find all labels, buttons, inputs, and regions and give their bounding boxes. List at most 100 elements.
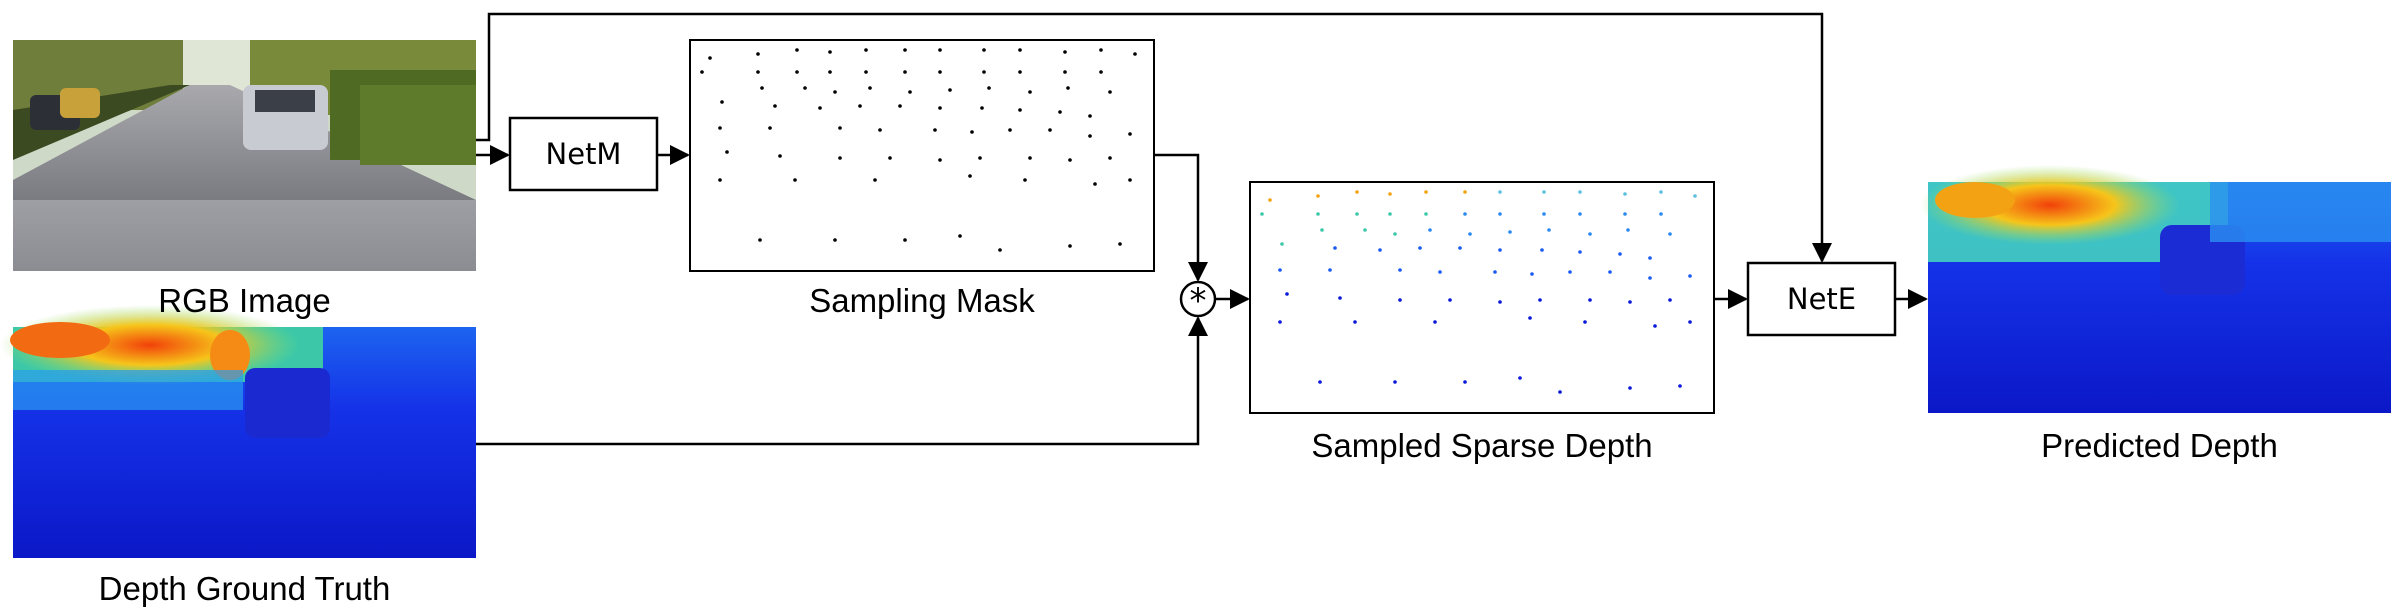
sparse-depth-dot [1659, 190, 1663, 194]
mask-dot [873, 178, 877, 182]
mask-dot [968, 174, 972, 178]
mask-dot [1128, 132, 1132, 136]
sparse-depth-dot [1498, 190, 1502, 194]
nete-box [1746, 261, 1897, 337]
mask-dot [1118, 242, 1122, 246]
mask-dot [908, 90, 912, 94]
mask-dot [1048, 128, 1052, 132]
depth-ground-truth-image [0, 305, 476, 558]
mask-dot [1088, 114, 1092, 118]
mask-dot [1008, 128, 1012, 132]
predicted-depth-image [1920, 165, 2391, 413]
mask-dot [838, 156, 842, 160]
mask-dot [1128, 178, 1132, 182]
sparse-depth-dot [1463, 380, 1467, 384]
sampled-sparse-depth-caption: Sampled Sparse Depth [1311, 427, 1653, 464]
sparse-depth-dots [1260, 190, 1697, 394]
sparse-depth-dot [1568, 270, 1572, 274]
sparse-depth-dot [1538, 298, 1542, 302]
sparse-depth-dot [1588, 232, 1592, 236]
sparse-depth-dot [1528, 316, 1532, 320]
mask-dot [708, 56, 712, 60]
sparse-depth-dot [1578, 190, 1582, 194]
mask-dot [980, 106, 984, 110]
mask-dot [982, 48, 986, 52]
sparse-depth-dot [1578, 212, 1582, 216]
sparse-depth-dot [1418, 246, 1422, 250]
sparse-depth-dot [1583, 320, 1587, 324]
mask-dot [828, 70, 832, 74]
mask-dot [756, 70, 760, 74]
mask-dot [773, 104, 777, 108]
sampling-mask-dots [700, 48, 1137, 252]
sparse-depth-dot [1688, 320, 1692, 324]
mask-dot [1028, 156, 1032, 160]
netm-label: NetM [546, 137, 622, 171]
sparse-depth-dot [1648, 276, 1652, 280]
sparse-depth-dot [1438, 270, 1442, 274]
sparse-depth-dot [1530, 272, 1534, 276]
connectors [476, 12, 1928, 446]
sparse-depth-dot [1378, 248, 1382, 252]
sparse-depth-dot [1338, 296, 1342, 300]
mask-dot [1018, 48, 1022, 52]
sparse-depth-dot [1328, 268, 1332, 272]
sparse-depth-dot [1518, 376, 1522, 380]
sparse-depth-dot [1355, 212, 1359, 216]
sparse-depth-dot [1558, 390, 1562, 394]
mask-dot [795, 48, 799, 52]
sparse-depth-dot [1463, 190, 1467, 194]
mask-dot [903, 238, 907, 242]
sparse-depth-dot [1424, 190, 1428, 194]
mask-dot [998, 248, 1002, 252]
sparse-depth-dot [1498, 212, 1502, 216]
predicted-depth-caption: Predicted Depth [2041, 427, 2278, 464]
sparse-depth-dot [1468, 232, 1472, 236]
sparse-depth-dot [1355, 190, 1359, 194]
sparse-depth-dot [1540, 248, 1544, 252]
mask-dot [718, 126, 722, 130]
rgb-image-caption: RGB Image [158, 282, 331, 319]
nete-label: NetE [1787, 282, 1856, 316]
sparse-depth-dot [1278, 320, 1282, 324]
sparse-depth-dot [1285, 292, 1289, 296]
sparse-depth-dot [1463, 212, 1467, 216]
mask-dot [778, 154, 782, 158]
mask-dot [756, 52, 760, 56]
mask-dot [938, 158, 942, 162]
mask-dot [1088, 134, 1092, 138]
sparse-depth-dot [1333, 246, 1337, 250]
mask-dot [1108, 156, 1112, 160]
sparse-depth-dot [1626, 228, 1630, 232]
mask-dot [1063, 70, 1067, 74]
mask-dot [970, 130, 974, 134]
sparse-depth-dot [1280, 242, 1284, 246]
mask-dot [1028, 90, 1032, 94]
mask-dot [758, 238, 762, 242]
rgb-skip-to-nete-arrow [476, 12, 1832, 263]
mask-dot [987, 86, 991, 90]
mask-dot [864, 70, 868, 74]
sparse-depth-dot [1688, 274, 1692, 278]
sparse-depth-dot [1659, 212, 1663, 216]
sparse-depth-dot [1542, 212, 1546, 216]
mask-dot [828, 50, 832, 54]
sparse-depth-dot [1628, 386, 1632, 390]
mask-dot [1068, 244, 1072, 248]
sparse-depth-dot [1398, 268, 1402, 272]
sparse-depth-dot [1428, 228, 1432, 232]
mask-dot [1063, 50, 1067, 54]
mask-dot [938, 48, 942, 52]
multiply-symbol: * [1190, 281, 1207, 321]
depth-ground-truth-caption: Depth Ground Truth [98, 570, 391, 607]
mask-dot [1093, 182, 1097, 186]
mask-dot [1108, 90, 1112, 94]
sparse-depth-panel [1249, 181, 1715, 414]
mask-dot [833, 238, 837, 242]
mask-dot [833, 90, 837, 94]
mask-dot [1133, 52, 1137, 56]
sparse-depth-dot [1393, 380, 1397, 384]
rgb-image [13, 40, 476, 271]
mask-dot [933, 128, 937, 132]
